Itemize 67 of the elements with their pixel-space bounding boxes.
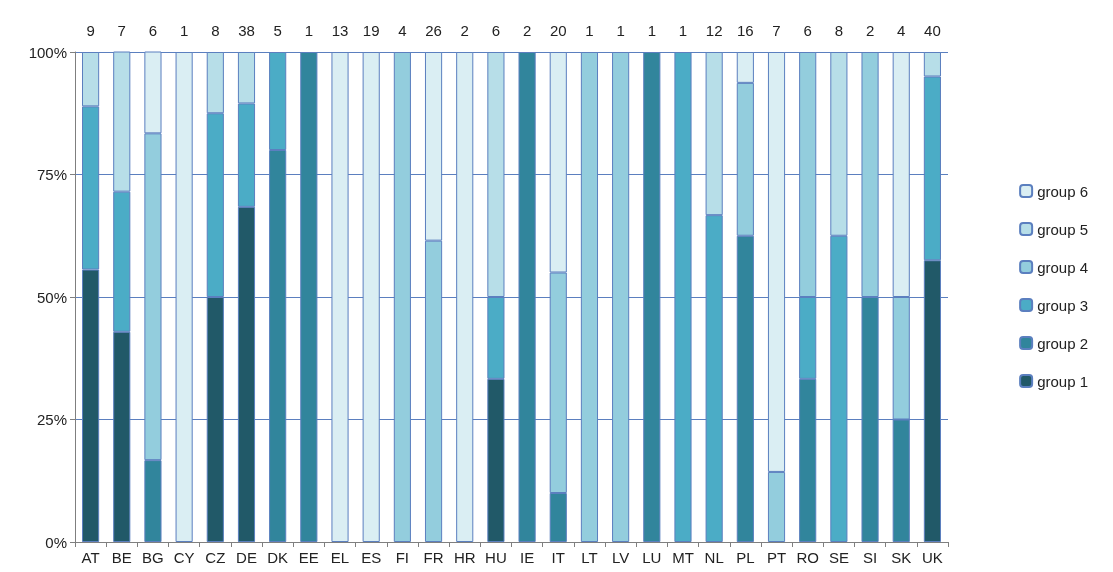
x-tick-label: LT bbox=[581, 549, 598, 566]
x-tick-label: DE bbox=[236, 549, 257, 566]
text: 1 bbox=[585, 22, 594, 39]
text: 1 bbox=[647, 22, 656, 39]
text: 1 bbox=[304, 22, 314, 39]
y-tick-label: 100% bbox=[28, 43, 67, 61]
x-tick-label: HU bbox=[485, 549, 507, 566]
text: 9 bbox=[86, 22, 95, 39]
x-tick-label: BG bbox=[142, 549, 164, 566]
x-tick-label: LU bbox=[642, 549, 662, 566]
x-tick-label: FR bbox=[423, 549, 444, 566]
text: 16 bbox=[737, 22, 754, 39]
x-tick-label: DK bbox=[267, 549, 289, 566]
text: 1 bbox=[179, 22, 189, 39]
text: 38 bbox=[238, 22, 255, 39]
x-tick-label: AT bbox=[81, 549, 100, 566]
x-tick-label: UK bbox=[921, 549, 943, 566]
x-tick-label: MT bbox=[672, 549, 694, 566]
x-tick-label: CY bbox=[173, 549, 195, 566]
x-tick-label: EL bbox=[330, 549, 350, 566]
x-tick-label: PT bbox=[766, 549, 787, 566]
text: 2 bbox=[522, 22, 532, 39]
x-tick-label: ES bbox=[361, 549, 382, 566]
legend-label: group 4 bbox=[1037, 258, 1088, 276]
text: 7 bbox=[117, 22, 126, 39]
x-tick-label: IT bbox=[551, 549, 565, 566]
x-tick-label: SK bbox=[891, 549, 912, 566]
x-tick-label: PL bbox=[736, 549, 755, 566]
legend-label: group 1 bbox=[1037, 372, 1088, 390]
x-tick-label: SE bbox=[828, 549, 849, 566]
x-tick-label: SI bbox=[862, 549, 878, 566]
y-tick-label: 0% bbox=[45, 533, 67, 551]
text: 6 bbox=[803, 22, 812, 39]
text: 26 bbox=[425, 22, 442, 39]
y-tick-label: 50% bbox=[36, 288, 67, 306]
text: 1 bbox=[616, 22, 625, 39]
x-tick-label: EE bbox=[298, 549, 319, 566]
x-tick-label: CZ bbox=[205, 549, 226, 566]
legend-label: group 3 bbox=[1037, 296, 1088, 314]
legend-label: group 2 bbox=[1037, 334, 1088, 352]
text: 4 bbox=[398, 22, 407, 39]
y-tick-label: 75% bbox=[36, 166, 67, 183]
text: 12 bbox=[705, 22, 723, 39]
text: 2 bbox=[865, 22, 875, 39]
text: 19 bbox=[362, 22, 380, 39]
text: 6 bbox=[491, 22, 501, 39]
legend-label: group 5 bbox=[1037, 220, 1088, 238]
text: 1 bbox=[678, 22, 688, 39]
text: 4 bbox=[897, 22, 906, 39]
x-tick-label: FI bbox=[395, 549, 410, 566]
x-tick-label: LV bbox=[612, 549, 630, 566]
x-tick-label: IE bbox=[520, 549, 535, 566]
text: 13 bbox=[331, 22, 349, 39]
text: 2 bbox=[460, 22, 469, 39]
x-tick-label: BE bbox=[111, 549, 132, 566]
text: 5 bbox=[273, 22, 282, 39]
text: 20 bbox=[549, 22, 567, 39]
x-tick-label: RO bbox=[796, 549, 819, 566]
x-tick-label: HR bbox=[453, 549, 476, 566]
legend-label: group 6 bbox=[1037, 182, 1088, 200]
text: 40 bbox=[924, 22, 941, 39]
x-tick-label: NL bbox=[704, 549, 724, 566]
text: 7 bbox=[772, 22, 781, 39]
text: 8 bbox=[834, 22, 844, 39]
text: 8 bbox=[211, 22, 220, 39]
text: 6 bbox=[148, 22, 158, 39]
y-tick-label: 25% bbox=[36, 411, 67, 428]
